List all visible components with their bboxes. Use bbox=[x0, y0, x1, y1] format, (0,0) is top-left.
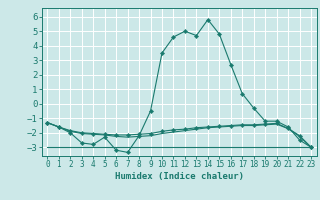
X-axis label: Humidex (Indice chaleur): Humidex (Indice chaleur) bbox=[115, 172, 244, 181]
